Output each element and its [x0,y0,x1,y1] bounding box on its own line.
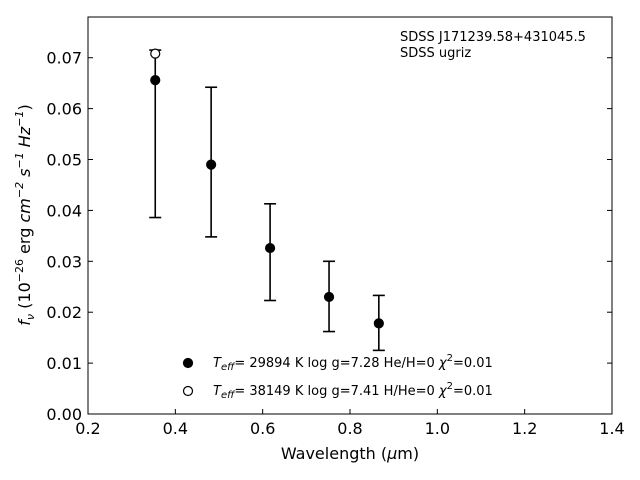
y-tick-label: 0.02 [46,303,82,322]
x-tick-label: 1.4 [599,419,624,438]
legend-marker-filled [182,357,194,369]
y-tick-label: 0.03 [46,252,82,271]
x-tick-label: 0.2 [75,419,100,438]
legend-label: Teff= 29894 K log g=7.28 He/H=0 χ2=0.01 [213,353,493,373]
legend: Teff= 29894 K log g=7.28 He/H=0 χ2=0.01 T… [182,353,493,401]
legend-label: Teff= 38149 K log g=7.41 H/He=0 χ2=0.01 [213,381,493,401]
x-tick-label: 0.6 [250,419,275,438]
model-point-filled [206,159,217,170]
model-point-filled [150,75,161,86]
x-tick-label: 0.8 [337,419,362,438]
model-point-filled [373,318,384,329]
x-tick-label: 1.2 [512,419,537,438]
filter-system-label: SDSS ugriz [400,46,471,61]
model-point-filled [264,242,276,254]
y-tick-label: 0.07 [46,49,82,68]
y-tick-label: 0.04 [46,201,82,220]
plot-frame [87,16,613,415]
x-tick-label: 0.4 [163,419,188,438]
x-tick-label: 1.0 [425,419,450,438]
legend-marker-open [182,385,194,397]
x-axis-ticks: 0.2 0.4 0.6 0.8 1.0 1.2 1.4 [75,409,625,438]
x-axis-label: Wavelength (μm) [281,444,419,463]
data-points [150,48,384,329]
y-axis-ticks: 0.00 0.01 0.02 0.03 0.04 0.05 0.06 0.07 [46,49,612,424]
y-tick-label: 0.00 [46,405,82,424]
object-name-label: SDSS J171239.58+431045.5 [400,30,586,45]
error-bars [149,49,385,352]
model-point-open [150,48,161,59]
y-tick-label: 0.06 [46,100,82,119]
y-axis-label: fν (10−26 erg cm−2 s−1 Hz−1) [13,104,37,325]
y-tick-label: 0.05 [46,151,82,170]
y-tick-label: 0.01 [46,354,82,373]
model-point-filled [323,291,335,303]
